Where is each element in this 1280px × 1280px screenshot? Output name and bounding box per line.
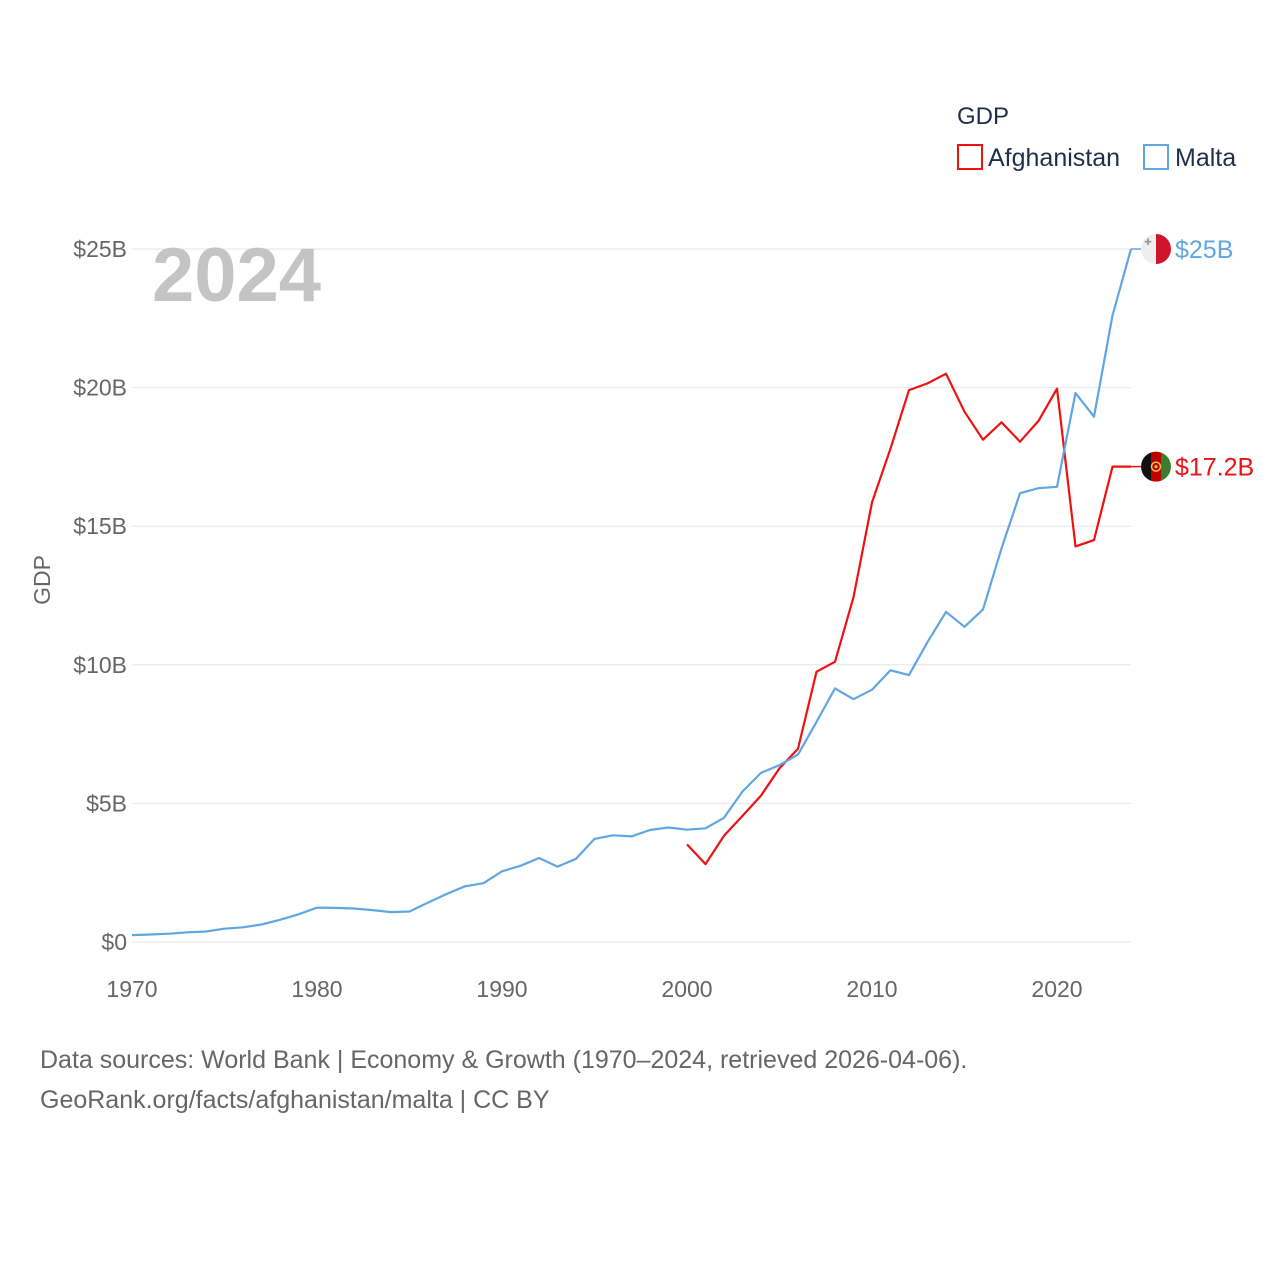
x-tick-label: 2020 bbox=[1031, 976, 1082, 1002]
legend-label-afghanistan: Afghanistan bbox=[988, 144, 1120, 172]
svg-text:✚: ✚ bbox=[1144, 238, 1152, 248]
legend-swatch-afghanistan bbox=[957, 144, 983, 170]
year-label: 2024 bbox=[152, 233, 321, 318]
legend: GDP Afghanistan Malta bbox=[957, 103, 1236, 172]
data-sources-text: Data sources: World Bank | Economy & Gro… bbox=[40, 1046, 968, 1074]
y-tick-label: $15B bbox=[73, 513, 127, 539]
x-tick-label: 2010 bbox=[846, 976, 897, 1002]
y-tick-label: $25B bbox=[73, 236, 127, 262]
y-tick-label: $20B bbox=[73, 375, 127, 401]
grid-lines bbox=[132, 248, 1131, 943]
legend-item-afghanistan[interactable]: Afghanistan bbox=[957, 144, 1120, 172]
legend-item-malta[interactable]: Malta bbox=[1143, 144, 1236, 172]
source-link[interactable]: GeoRank.org/facts/afghanistan/malta | CC… bbox=[40, 1086, 550, 1114]
x-tick-label: 1970 bbox=[106, 976, 157, 1002]
legend-label-malta: Malta bbox=[1175, 144, 1236, 172]
y-axis-ticks: $0 $5B $10B $15B $20B $25B bbox=[73, 236, 127, 955]
malta-end-value: $25B bbox=[1175, 236, 1233, 264]
y-tick-label: $10B bbox=[73, 652, 127, 678]
x-tick-label: 2000 bbox=[661, 976, 712, 1002]
afghanistan-flag-icon bbox=[1141, 451, 1171, 482]
afghanistan-end-value: $17.2B bbox=[1175, 454, 1254, 482]
y-tick-label: $5B bbox=[86, 790, 127, 816]
x-axis-ticks: 1970 1980 1990 2000 2010 2020 bbox=[106, 976, 1082, 1002]
legend-title: GDP bbox=[957, 103, 1009, 130]
series-line-afghanistan bbox=[686, 372, 1131, 866]
x-tick-label: 1990 bbox=[476, 976, 527, 1002]
malta-end-marker: ✚ $25B bbox=[1131, 234, 1233, 264]
malta-flag-icon: ✚ bbox=[1141, 234, 1171, 264]
series-line-malta bbox=[131, 248, 1133, 937]
x-tick-label: 1980 bbox=[291, 976, 342, 1002]
series-lines bbox=[131, 248, 1133, 937]
afghanistan-end-marker: $17.2B bbox=[1131, 451, 1254, 482]
footer: Data sources: World Bank | Economy & Gro… bbox=[40, 1040, 967, 1120]
y-tick-label: $0 bbox=[101, 929, 127, 955]
y-axis-title: GDP bbox=[29, 555, 55, 605]
legend-swatch-malta bbox=[1143, 144, 1169, 170]
